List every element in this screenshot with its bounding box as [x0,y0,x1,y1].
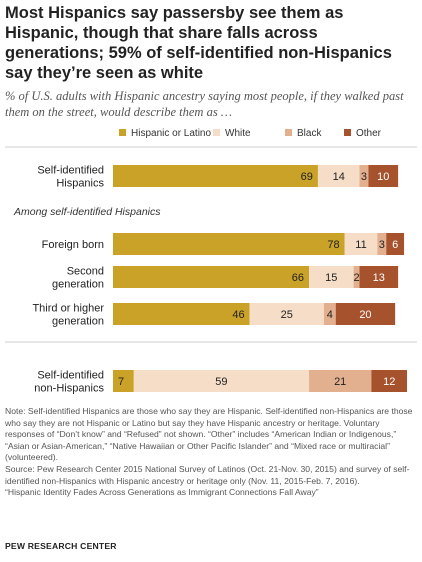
category-label: Second [67,266,104,278]
legend-swatch [285,129,292,136]
bar-segment [249,303,324,325]
bar-segment [368,165,399,187]
category-label: Third or higher [32,303,104,315]
category-label: Self-identified [37,165,104,177]
bar-segment [133,370,310,392]
source-org-logo-text: PEW RESEARCH CENTER [5,541,117,551]
bar-segment [353,266,360,288]
category-label: Self-identified [37,370,104,382]
report-title: “Hispanic Identity Fades Across Generati… [5,487,319,498]
bar-segment [113,266,310,288]
legend-swatch [213,129,220,136]
chart-title: Most Hispanics say passersby see them as… [5,4,392,82]
data-label: 15 [325,272,337,284]
legend-item-2: Black [285,128,322,139]
bar-segment [113,370,134,392]
legend-label: Black [297,128,322,139]
bar-segment [359,165,369,187]
bar-segment [386,233,405,255]
data-label: 13 [373,272,385,284]
data-label: 46 [232,309,244,321]
data-label: 10 [377,171,389,183]
data-label: 11 [355,239,366,251]
data-label: 2 [353,272,359,284]
bar-segment [359,266,399,288]
chart-subtitle: % of U.S. adults with Hispanic ancestry … [5,89,404,119]
section-label: Among self-identified Hispanics [13,206,161,218]
data-label: 6 [392,239,398,251]
data-label: 66 [292,272,304,284]
data-label: 12 [383,376,395,388]
data-label: 21 [334,376,346,388]
legend-swatch [119,129,126,136]
legend-item-1: White [213,128,251,139]
data-label: 3 [379,239,385,251]
data-label: 7 [118,376,124,388]
data-label: 69 [301,171,313,183]
data-label: 25 [281,309,293,321]
data-label: 59 [215,376,227,388]
bar-segment [344,233,378,255]
bar-segment [113,165,318,187]
bar-segment [317,165,360,187]
data-label: 20 [359,309,371,321]
category-label: Foreign born [42,239,104,251]
note-text: Note: Self-identified Hispanics are thos… [5,406,413,463]
bar-segment [113,303,250,325]
source-text: Source: Pew Research Center 2015 Nationa… [5,463,410,486]
data-label: 78 [327,239,339,251]
legend-item-3: Other [344,128,382,139]
category-label: Hispanics [56,178,104,190]
legend-label: White [225,128,251,139]
bar-segment [309,370,372,392]
bar-segment [377,233,387,255]
data-label: 14 [333,171,345,183]
chart-notes: Note: Self-identified Hispanics are thos… [5,406,417,499]
stacked-bar-chart: Hispanic or Latino White Black Other Among s… [5,128,417,395]
data-label: 3 [361,171,367,183]
legend-item-0: Hispanic or Latino [119,128,211,139]
bar-segment [113,233,345,255]
legend-label: Other [356,128,382,139]
bar-segment [371,370,408,392]
data-label: 4 [327,309,333,321]
legend-swatch [344,129,351,136]
category-label: generation [52,279,104,291]
bar-segment [323,303,336,325]
legend-label: Hispanic or Latino [131,128,211,139]
category-label: generation [52,316,104,328]
category-label: non-Hispanics [34,383,104,395]
bar-segment [309,266,354,288]
bar-segment [335,303,396,325]
